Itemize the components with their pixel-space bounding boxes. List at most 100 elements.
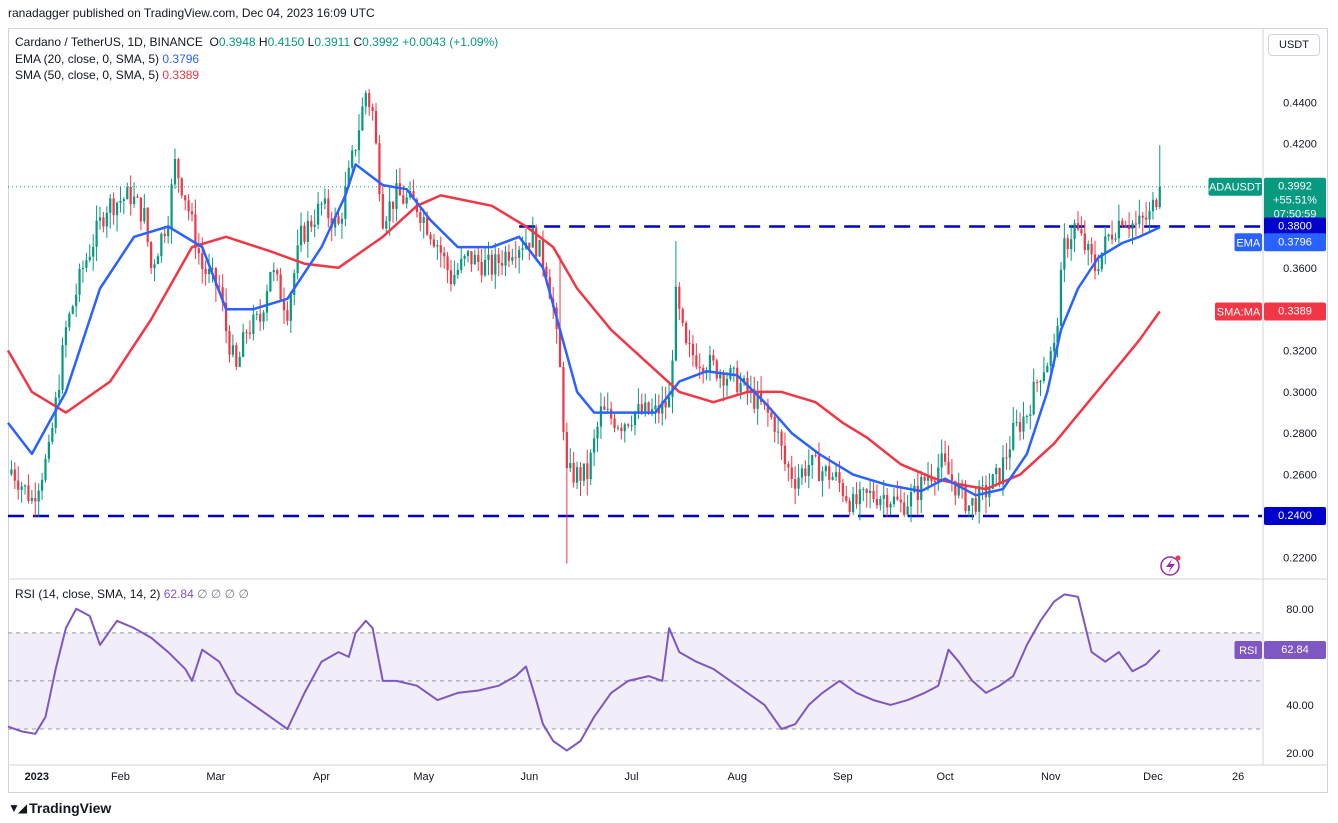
candle[interactable] bbox=[787, 461, 790, 482]
candle[interactable] bbox=[177, 157, 180, 193]
candle[interactable] bbox=[1080, 216, 1083, 236]
candle[interactable] bbox=[562, 361, 565, 441]
candle[interactable] bbox=[572, 451, 575, 488]
candle[interactable] bbox=[1151, 191, 1155, 220]
level-tag[interactable]: 0.2400 bbox=[1264, 506, 1326, 525]
candle[interactable] bbox=[507, 244, 511, 268]
candle[interactable] bbox=[47, 434, 50, 463]
candle[interactable] bbox=[320, 201, 323, 216]
candle[interactable] bbox=[490, 249, 493, 281]
candle[interactable] bbox=[575, 461, 579, 490]
candle[interactable] bbox=[797, 463, 800, 496]
candle[interactable] bbox=[1131, 220, 1134, 245]
rsi-line[interactable] bbox=[7, 593, 1161, 752]
candle[interactable] bbox=[1008, 436, 1011, 470]
candle[interactable] bbox=[64, 320, 68, 358]
candle[interactable] bbox=[1087, 240, 1090, 266]
candle[interactable] bbox=[95, 205, 98, 262]
candle[interactable] bbox=[1138, 199, 1141, 229]
candle[interactable] bbox=[1141, 212, 1144, 234]
candle[interactable] bbox=[27, 474, 30, 504]
candle[interactable] bbox=[708, 345, 712, 381]
candle[interactable] bbox=[1073, 219, 1076, 253]
candle[interactable] bbox=[967, 505, 971, 517]
candle[interactable] bbox=[845, 485, 848, 504]
candle[interactable] bbox=[783, 432, 787, 472]
candle[interactable] bbox=[361, 97, 364, 132]
candle[interactable] bbox=[23, 484, 27, 495]
candle[interactable] bbox=[207, 253, 211, 284]
candle[interactable] bbox=[800, 464, 804, 485]
candle[interactable] bbox=[633, 411, 637, 436]
candle[interactable] bbox=[831, 472, 834, 481]
candle[interactable] bbox=[974, 487, 977, 516]
candle[interactable] bbox=[398, 168, 401, 196]
candle[interactable] bbox=[882, 479, 885, 515]
symbol-label[interactable]: Cardano / TetherUS, 1D, BINANCE bbox=[15, 35, 203, 49]
candle[interactable] bbox=[351, 144, 354, 172]
candle[interactable] bbox=[855, 482, 858, 509]
candle[interactable] bbox=[821, 466, 824, 497]
candle[interactable] bbox=[146, 207, 149, 247]
candle[interactable] bbox=[262, 309, 265, 330]
candle[interactable] bbox=[449, 260, 453, 292]
candle[interactable] bbox=[248, 320, 252, 339]
candle[interactable] bbox=[851, 486, 855, 515]
candle[interactable] bbox=[790, 455, 793, 488]
candle[interactable] bbox=[368, 88, 371, 116]
candle[interactable] bbox=[950, 459, 954, 492]
candle[interactable] bbox=[150, 241, 153, 274]
candle[interactable] bbox=[357, 114, 361, 164]
ema-20-line[interactable] bbox=[7, 163, 1161, 497]
candle[interactable] bbox=[483, 247, 487, 277]
candle[interactable] bbox=[17, 466, 20, 500]
candle[interactable] bbox=[623, 422, 626, 443]
candle[interactable] bbox=[289, 291, 292, 333]
candle[interactable] bbox=[344, 171, 347, 227]
candle[interactable] bbox=[81, 260, 85, 283]
candle[interactable] bbox=[1035, 379, 1039, 393]
candle[interactable] bbox=[504, 246, 507, 277]
candle[interactable] bbox=[715, 358, 718, 382]
candle[interactable] bbox=[627, 423, 630, 429]
candle[interactable] bbox=[691, 335, 695, 367]
candle[interactable] bbox=[132, 182, 136, 208]
candle[interactable] bbox=[603, 396, 606, 411]
candle[interactable] bbox=[841, 478, 844, 503]
candle[interactable] bbox=[334, 207, 337, 237]
candle[interactable] bbox=[848, 497, 851, 517]
candle[interactable] bbox=[780, 429, 783, 460]
candle[interactable] bbox=[1090, 237, 1093, 264]
candle[interactable] bbox=[126, 182, 129, 200]
candle[interactable] bbox=[323, 188, 327, 210]
candle[interactable] bbox=[1029, 404, 1032, 430]
candle[interactable] bbox=[1046, 362, 1049, 373]
rsi-legend[interactable]: RSI (14, close, SMA, 14, 2) 62.84 ∅ ∅ ∅ … bbox=[15, 587, 249, 601]
candle[interactable] bbox=[419, 207, 422, 232]
candle[interactable] bbox=[896, 481, 899, 501]
candle[interactable] bbox=[1012, 406, 1015, 452]
candle[interactable] bbox=[167, 215, 170, 244]
tradingview-brand[interactable]: ▼◢ TradingView bbox=[8, 800, 111, 816]
candle[interactable] bbox=[674, 241, 677, 362]
candle[interactable] bbox=[688, 329, 691, 358]
candle[interactable] bbox=[582, 463, 585, 487]
candle[interactable] bbox=[862, 487, 865, 502]
candle[interactable] bbox=[286, 301, 289, 326]
candle[interactable] bbox=[1063, 223, 1066, 283]
candle[interactable] bbox=[613, 412, 616, 433]
candle[interactable] bbox=[316, 192, 320, 230]
candle[interactable] bbox=[245, 329, 248, 344]
candle[interactable] bbox=[756, 381, 759, 425]
candle[interactable] bbox=[235, 342, 238, 371]
candle[interactable] bbox=[1145, 201, 1148, 225]
candle[interactable] bbox=[105, 206, 108, 238]
candle[interactable] bbox=[1018, 412, 1022, 441]
candle[interactable] bbox=[702, 364, 705, 384]
candle[interactable] bbox=[971, 497, 974, 521]
candle[interactable] bbox=[460, 247, 463, 274]
candle[interactable] bbox=[947, 445, 950, 475]
candle[interactable] bbox=[381, 183, 384, 231]
candle[interactable] bbox=[705, 367, 708, 381]
candle[interactable] bbox=[211, 257, 214, 283]
